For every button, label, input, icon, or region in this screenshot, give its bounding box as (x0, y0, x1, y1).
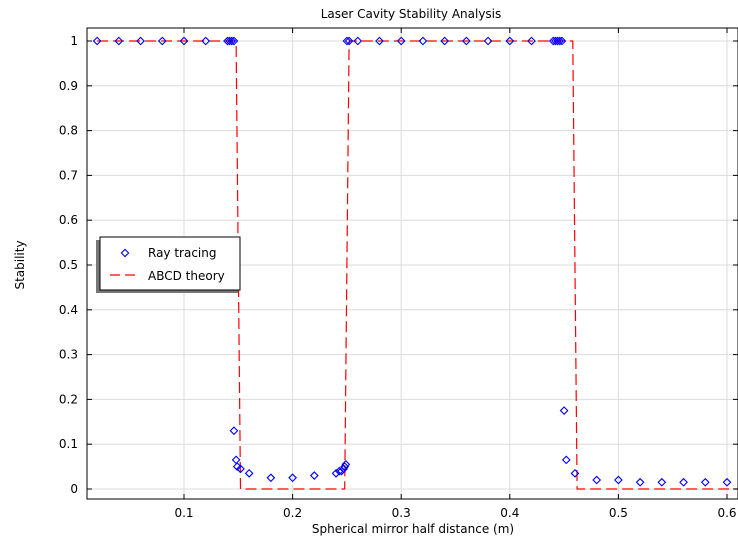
axis-ticks (87, 28, 738, 499)
ray-tracing-point (592, 475, 602, 485)
x-tick-label: 0.3 (392, 506, 411, 520)
ray-tracing-point (114, 36, 124, 46)
ray-tracing-point (344, 36, 354, 46)
ray-tracing-point (570, 468, 580, 478)
ray-tracing-point (341, 459, 351, 469)
legend-label-ray-tracing: Ray tracing (148, 246, 217, 260)
ray-tracing-markers (92, 36, 732, 487)
ray-tracing-point (353, 36, 363, 46)
grid-lines (87, 28, 738, 499)
ray-tracing-point (440, 36, 450, 46)
y-tick-label: 0.5 (59, 258, 78, 272)
x-tick-label: 0.1 (174, 506, 193, 520)
ray-tracing-point (92, 36, 102, 46)
y-tick-labels: 0 0.1 0.2 0.3 0.4 0.5 0.6 0.7 0.8 0.9 1 (59, 34, 78, 496)
y-tick-label: 0.8 (59, 124, 78, 138)
abcd-theory-line (97, 40, 738, 490)
ray-tracing-point (309, 471, 319, 480)
x-tick-label: 0.4 (500, 506, 519, 520)
y-tick-label: 1 (70, 34, 78, 48)
ray-tracing-point (229, 36, 239, 46)
y-tick-label: 0.7 (59, 168, 78, 182)
y-tick-label: 0.1 (59, 437, 78, 451)
ray-tracing-point (418, 36, 428, 46)
ray-tracing-point (375, 36, 384, 46)
ray-tracing-point (483, 36, 493, 46)
legend-label-abcd-theory: ABCD theory (148, 269, 225, 283)
ray-tracing-point (635, 477, 645, 487)
ray-tracing-point (236, 464, 245, 474)
ray-tracing-point (679, 477, 688, 487)
x-tick-label: 0.2 (283, 506, 302, 520)
ray-tracing-point (201, 36, 211, 46)
y-tick-label: 0.2 (59, 392, 78, 406)
ray-tracing-point (559, 406, 569, 415)
legend-diamond-marker (120, 248, 130, 258)
ray-tracing-point (244, 468, 254, 478)
x-tick-label: 0.6 (717, 506, 736, 520)
ray-tracing-point (657, 477, 667, 487)
ray-tracing-point (461, 36, 471, 46)
y-tick-label: 0.9 (59, 79, 78, 93)
y-tick-label: 0.3 (59, 348, 78, 362)
ray-tracing-point (179, 36, 189, 46)
chart-title: Laser Cavity Stability Analysis (321, 7, 502, 21)
y-tick-label: 0.4 (59, 303, 78, 317)
ray-tracing-point (561, 455, 571, 465)
ray-tracing-point (288, 473, 297, 483)
legend-box (99, 236, 241, 291)
ray-tracing-point (614, 475, 623, 485)
x-axis-title: Spherical mirror half distance (m) (312, 522, 514, 536)
abcd-theory-series-line (97, 40, 738, 490)
y-axis-title: Stability (13, 240, 27, 289)
ray-tracing-point (555, 36, 565, 46)
y-tick-label: 0.6 (59, 213, 78, 227)
ray-tracing-point (700, 477, 710, 487)
plot-frame (86, 27, 738, 500)
ray-tracing-point (557, 36, 567, 46)
x-tick-labels: 0.1 0.2 0.3 0.4 0.5 0.6 (174, 506, 736, 520)
ray-tracing-point (527, 36, 536, 46)
ray-tracing-point (227, 36, 237, 46)
ray-tracing-point (396, 36, 406, 46)
ray-tracing-point (266, 473, 276, 483)
ray-tracing-point (136, 36, 145, 46)
ray-tracing-point (229, 426, 239, 436)
ray-tracing-point (505, 36, 515, 46)
legend: Ray tracing ABCD theory (96, 236, 241, 293)
ray-tracing-point (157, 36, 167, 46)
x-tick-label: 0.5 (609, 506, 628, 520)
ray-tracing-point (342, 36, 352, 46)
legend-ray-tracing-marker (120, 248, 130, 258)
ray-tracing-point (722, 477, 732, 487)
y-tick-label: 0 (70, 482, 78, 496)
ray-tracing-point (340, 462, 350, 471)
